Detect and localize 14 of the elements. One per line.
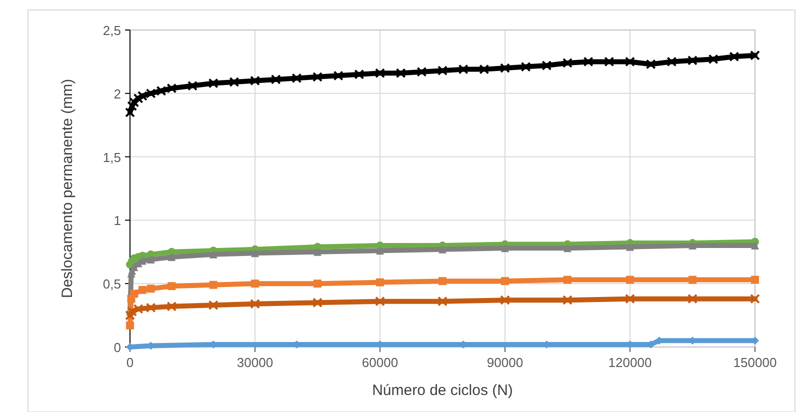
y-tick-label: 0 [114, 340, 121, 355]
y-tick-label: 2,5 [102, 23, 121, 38]
x-tick-label: 90000 [486, 355, 524, 370]
y-axis-title: Deslocamento permanente (mm) [59, 78, 76, 298]
y-tick-label: 1,5 [102, 150, 121, 165]
y-tick-label: 0,5 [102, 276, 121, 292]
x-tick-label: 120000 [608, 355, 652, 370]
y-tick-label: 2 [114, 86, 121, 102]
x-tick-label: 150000 [733, 355, 777, 370]
x-tick-label: 60000 [362, 355, 398, 370]
y-tick-label: 1 [114, 213, 121, 228]
x-tick-label: 30000 [236, 355, 274, 370]
x-axis-title: Número de ciclos (N) [372, 382, 513, 399]
x-tick-label: 0 [126, 355, 134, 370]
